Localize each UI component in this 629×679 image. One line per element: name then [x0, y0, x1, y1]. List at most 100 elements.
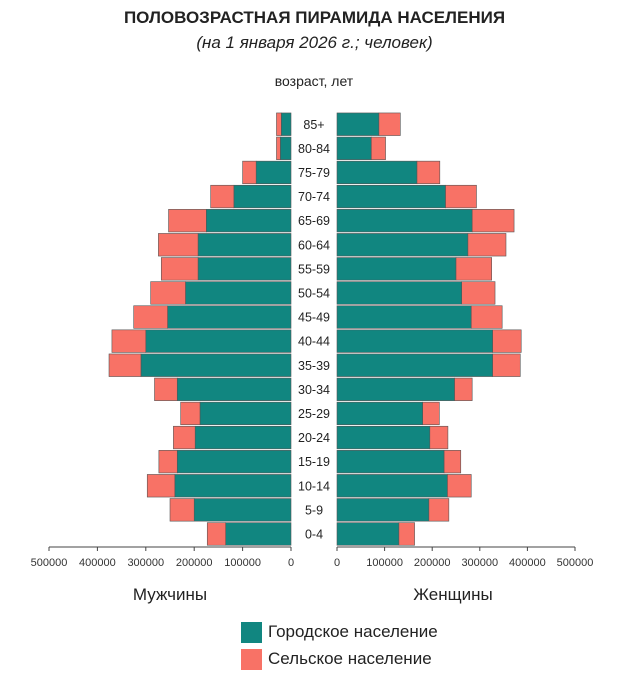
- x-tick-label-women: 300000: [461, 557, 498, 569]
- age-group-label: 10-14: [298, 479, 330, 493]
- bar-women-rural: [378, 112, 401, 136]
- bar-women-urban: [336, 281, 463, 305]
- bar-men-urban: [176, 377, 292, 401]
- bar-men-urban: [233, 184, 292, 209]
- bar-men-rural: [210, 184, 235, 209]
- x-tick-label-men: 400000: [79, 557, 116, 569]
- bar-men-urban: [281, 112, 292, 136]
- legend-label-rural: Сельское население: [268, 649, 432, 668]
- x-tick-label-women: 500000: [557, 557, 594, 569]
- bar-women-urban: [336, 474, 448, 498]
- age-group-label: 5-9: [305, 503, 323, 517]
- bar-women-rural: [471, 209, 515, 233]
- bar-women-rural: [492, 353, 521, 377]
- age-group-label: 15-19: [298, 455, 330, 469]
- bar-women-urban: [336, 233, 469, 257]
- age-group-label: 35-39: [298, 359, 330, 373]
- age-group-label: 60-64: [298, 238, 330, 252]
- x-tick-label-women: 200000: [414, 557, 451, 569]
- bar-men-urban: [197, 257, 292, 281]
- bar-men-rural: [206, 522, 226, 546]
- bar-women-urban: [336, 401, 423, 426]
- bar-women-urban: [336, 305, 472, 329]
- legend-label-urban: Городское население: [268, 622, 438, 641]
- bar-men-rural: [111, 329, 147, 353]
- bar-men-urban: [140, 353, 292, 377]
- bar-women-rural: [370, 136, 386, 160]
- bar-men-urban: [225, 522, 292, 546]
- bar-women-rural: [447, 474, 472, 498]
- bar-men-urban: [193, 498, 292, 522]
- bar-women-urban: [336, 353, 493, 377]
- age-group-label: 45-49: [298, 311, 330, 325]
- bar-women-rural: [428, 498, 450, 522]
- bar-men-urban: [197, 233, 292, 257]
- x-tick-label-men: 500000: [31, 557, 68, 569]
- bar-men-urban: [185, 281, 292, 305]
- bar-women-rural: [398, 522, 415, 546]
- bar-men-rural: [150, 281, 186, 305]
- bar-women-rural: [461, 281, 496, 305]
- age-group-label: 0-4: [305, 527, 323, 541]
- age-group-label: 25-29: [298, 407, 330, 421]
- bar-men-rural: [169, 498, 195, 522]
- age-group-label: 70-74: [298, 190, 330, 204]
- bar-men-urban: [194, 425, 292, 450]
- age-group-label: 75-79: [298, 166, 330, 180]
- age-axis-label: возраст, лет: [275, 73, 354, 89]
- bar-women-urban: [336, 209, 473, 233]
- bar-men-rural: [154, 377, 178, 401]
- bar-women-urban: [336, 184, 446, 209]
- bar-women-rural: [455, 257, 493, 281]
- age-group-label: 65-69: [298, 214, 330, 228]
- bar-women-urban: [336, 112, 380, 136]
- x-tick-label-men: 200000: [176, 557, 213, 569]
- bar-women-rural: [422, 401, 440, 426]
- x-tick-label-men: 300000: [127, 557, 164, 569]
- x-tick-label-women: 400000: [509, 557, 546, 569]
- bar-men-rural: [276, 136, 281, 160]
- age-group-label: 30-34: [298, 383, 330, 397]
- age-group-label: 55-59: [298, 262, 330, 276]
- bar-men-rural: [173, 425, 196, 450]
- bar-men-urban: [199, 401, 292, 426]
- bar-men-rural: [158, 450, 178, 474]
- bar-women-rural: [443, 450, 462, 474]
- bar-women-urban: [336, 377, 455, 401]
- age-group-label: 20-24: [298, 431, 330, 445]
- bar-women-urban: [336, 498, 430, 522]
- bar-men-rural: [168, 209, 207, 233]
- bar-women-rural: [445, 184, 477, 209]
- chart-subtitle: (на 1 января 2026 г.; человек): [196, 33, 433, 52]
- bar-men-rural: [242, 160, 257, 185]
- bar-women-urban: [336, 450, 445, 474]
- bar-women-urban: [336, 160, 418, 185]
- bar-women-rural: [492, 329, 522, 353]
- bar-women-rural: [470, 305, 503, 329]
- bar-men-rural: [180, 401, 201, 426]
- age-group-label: 85+: [303, 118, 324, 132]
- x-tick-label-men: 0: [288, 557, 294, 569]
- age-group-label: 80-84: [298, 142, 330, 156]
- bar-men-rural: [146, 474, 176, 498]
- bar-men-urban: [255, 160, 292, 185]
- legend-swatch-rural: [241, 648, 262, 670]
- bar-women-urban: [336, 257, 457, 281]
- bar-men-rural: [276, 112, 282, 136]
- bar-men-rural: [160, 257, 199, 281]
- group-label-men: Мужчины: [133, 585, 207, 604]
- bar-men-rural: [158, 233, 199, 257]
- bar-women-urban: [336, 522, 400, 546]
- age-group-label: 40-44: [298, 335, 330, 349]
- x-tick-label-women: 0: [334, 557, 340, 569]
- bar-women-urban: [336, 136, 372, 160]
- bar-women-urban: [336, 329, 493, 353]
- x-tick-label-women: 100000: [366, 557, 403, 569]
- bar-men-urban: [176, 450, 292, 474]
- x-tick-label-men: 100000: [224, 557, 261, 569]
- bar-men-urban: [174, 474, 292, 498]
- chart-title: ПОЛОВОЗРАСТНАЯ ПИРАМИДА НАСЕЛЕНИЯ: [123, 8, 506, 27]
- bar-men-urban: [167, 305, 292, 329]
- legend-item-urban: Городское население: [241, 621, 438, 643]
